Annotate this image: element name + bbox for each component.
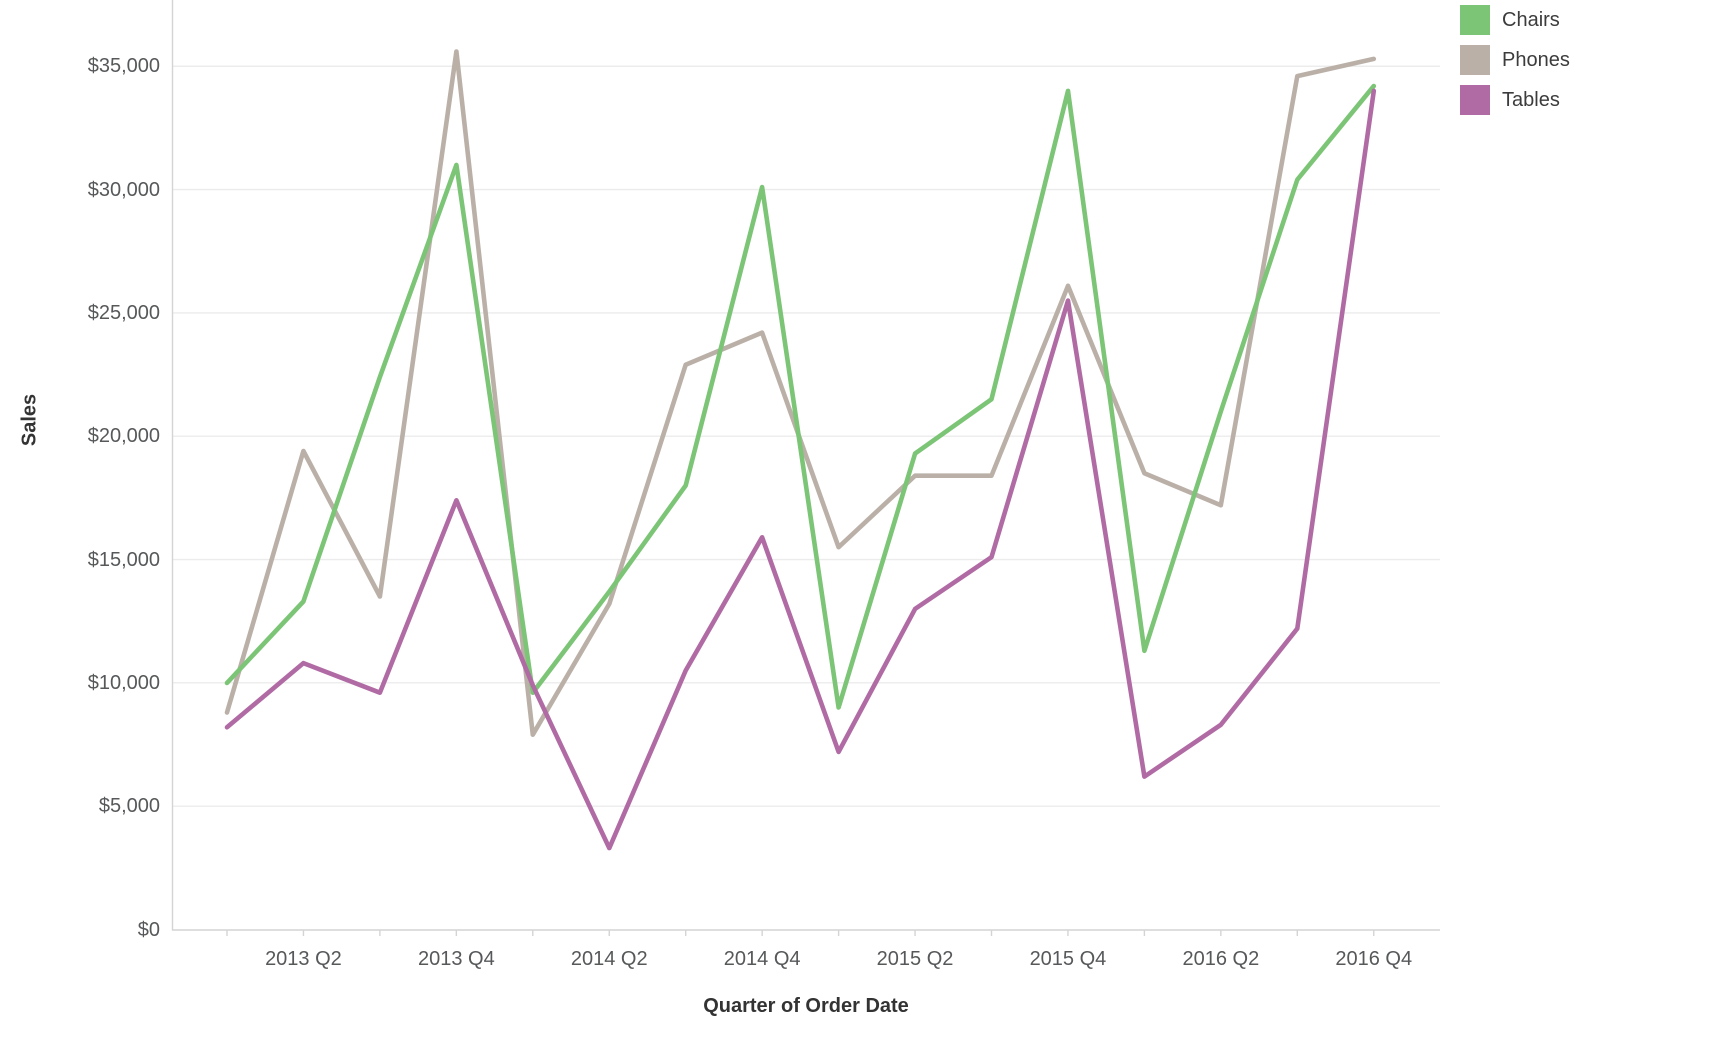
legend-item-tables[interactable]: Tables xyxy=(1460,85,1570,115)
y-tick-label: $15,000 xyxy=(87,548,160,571)
x-tick-label: 2013 Q4 xyxy=(417,948,495,970)
y-tick-label: $30,000 xyxy=(87,178,160,201)
legend-label: Phones xyxy=(1502,49,1570,71)
legend-swatch-phones xyxy=(1460,45,1490,75)
y-tick-label: $20,000 xyxy=(87,425,160,448)
x-tick-label: 2015 Q2 xyxy=(876,948,954,970)
legend-swatch-chairs xyxy=(1460,5,1490,35)
y-axis-title: Sales xyxy=(18,393,41,447)
legend-item-chairs[interactable]: Chairs xyxy=(1460,5,1570,35)
y-tick-label: $10,000 xyxy=(87,671,160,694)
y-tick-label: $35,000 xyxy=(87,55,160,78)
series-line-tables[interactable] xyxy=(224,88,1377,851)
y-tick-label: $0 xyxy=(137,918,160,941)
y-tick-label: $25,000 xyxy=(87,301,160,324)
x-axis-title: Quarter of Order Date xyxy=(703,995,909,1017)
legend-item-phones[interactable]: Phones xyxy=(1460,45,1570,75)
legend-label: Chairs xyxy=(1502,9,1560,31)
x-tick-label: 2013 Q2 xyxy=(265,948,342,970)
legend-swatch-tables xyxy=(1460,85,1490,115)
y-tick-label: $5,000 xyxy=(98,795,160,818)
x-tick-label: 2014 Q4 xyxy=(723,948,801,970)
legend-label: Tables xyxy=(1502,89,1560,111)
legend: Chairs Phones Tables xyxy=(1460,5,1570,125)
x-tick-label: 2014 Q2 xyxy=(570,948,648,970)
x-tick-label: 2015 Q4 xyxy=(1029,948,1107,970)
x-tick-label: 2016 Q4 xyxy=(1335,948,1413,970)
x-tick-label: 2016 Q2 xyxy=(1182,948,1260,970)
series-line-chairs[interactable] xyxy=(224,83,1377,710)
series-line-phones[interactable] xyxy=(224,49,1377,738)
